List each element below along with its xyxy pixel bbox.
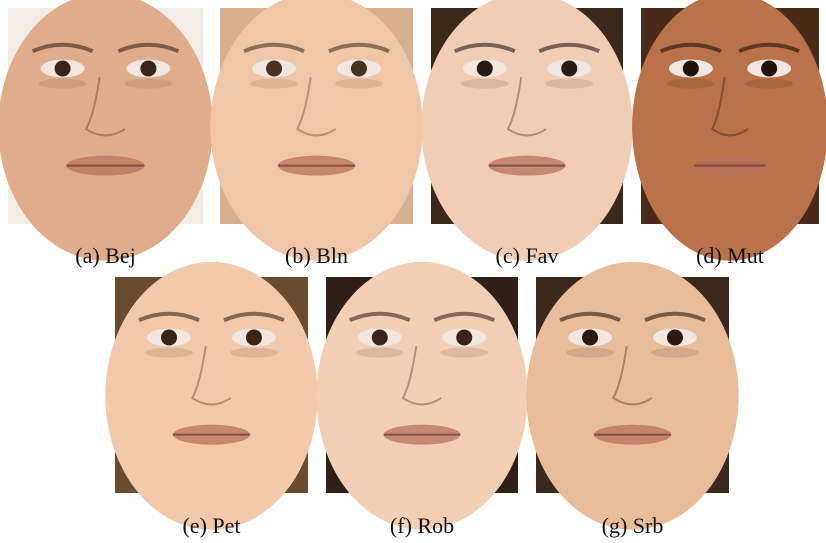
face-skin [0,0,213,261]
eye-shadow [666,78,715,89]
eye-shadow [440,347,489,358]
eye-iris [456,329,473,346]
caption: (a) Bej [75,243,135,268]
eyebrow [223,311,285,323]
face-skin [105,261,318,530]
eye-iris [666,329,683,346]
eye-shadow [566,347,615,358]
eye-iris [140,60,157,77]
eyebrow [433,311,496,323]
eyebrow [559,311,621,323]
eyebrow [138,311,200,323]
eye-shadow [745,78,794,89]
eye-shadow [460,78,509,89]
eye-iris [761,60,778,77]
eyebrow [660,42,722,54]
face-image [0,0,213,261]
eye-iris [350,60,367,77]
eye-shadow [124,78,173,89]
nose [295,76,337,137]
eye-shadow [650,347,699,358]
caption: (c) Fav [496,243,559,268]
eye-shadow [545,78,594,89]
eye-shadow [355,347,404,358]
eyebrow [243,42,305,54]
face-image [632,0,826,261]
eye-iris [582,329,599,346]
eye-iris [561,60,578,77]
nose [84,76,126,137]
eye-shadow [334,78,383,89]
nose [611,345,653,406]
face-skin [210,0,423,261]
eyebrow [453,42,516,54]
eyebrow [538,42,601,54]
eye-iris [476,60,493,77]
eye-iris [371,329,388,346]
face-skin [526,261,739,530]
caption: (b) Bln [285,243,348,268]
eyebrow [348,311,411,323]
eye-shadow [145,347,194,358]
eye-iris [266,60,283,77]
nose [401,345,442,406]
eye-iris [682,60,699,77]
eye-shadow [229,347,278,358]
face-image [105,261,318,530]
eye-iris [245,329,262,346]
face-image [421,0,633,261]
eyebrow [644,311,706,323]
eyebrow [328,42,390,54]
caption: (f) Rob [390,513,454,538]
caption: (g) Srb [602,513,664,538]
eye-iris [161,329,178,346]
face-image [210,0,423,261]
caption: (e) Pet [182,513,240,538]
nose [710,76,749,137]
eyebrow [31,42,94,54]
nose [190,345,232,406]
face-skin [421,0,633,261]
eyebrow [117,42,180,54]
eye-shadow [38,78,87,89]
face-image [526,261,739,530]
caption: (d) Mut [696,243,764,268]
face-image [316,261,528,530]
eye-shadow [250,78,299,89]
eye-iris [54,60,71,77]
face-skin [316,261,528,530]
eyebrow [738,42,800,54]
face-skin [632,0,826,261]
nose [506,76,547,137]
